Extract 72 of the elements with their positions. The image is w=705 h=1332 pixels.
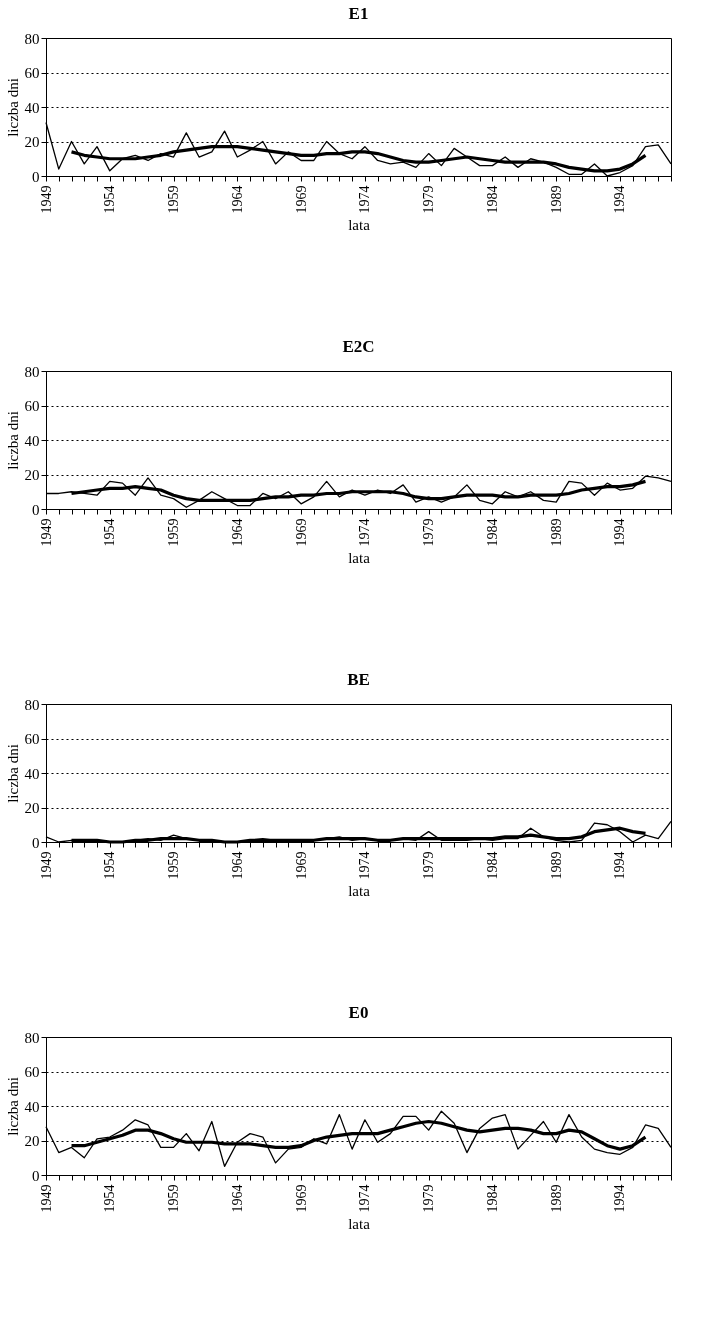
chart-title: BE (347, 670, 370, 689)
y-tick-label: 60 (24, 1064, 40, 1080)
y-tick-label: 20 (24, 134, 40, 150)
x-tick-label: 1959 (166, 518, 182, 547)
y-tick-label: 40 (24, 1098, 40, 1115)
x-tick-label: 1969 (293, 851, 309, 880)
x-tick-label: 1984 (484, 851, 500, 880)
x-tick-label: 1989 (548, 185, 564, 214)
y-tick-label: 20 (24, 467, 40, 483)
x-tick-label: 1974 (357, 851, 373, 880)
x-axis-title: lata (348, 549, 371, 566)
x-tick-label: 1994 (612, 1184, 628, 1213)
y-tick-label: 80 (24, 363, 40, 380)
y-tick-label: 20 (24, 1133, 40, 1149)
x-tick-label: 1964 (229, 518, 245, 547)
x-tick-label: 1979 (421, 1184, 437, 1213)
y-tick-label: 20 (24, 800, 40, 816)
x-tick-label: 1994 (612, 851, 628, 880)
x-tick-label: 1959 (166, 185, 182, 214)
y-tick-label: 0 (32, 1167, 40, 1184)
y-tick-label: 60 (24, 731, 40, 747)
x-axis-title: lata (348, 882, 371, 899)
y-tick-label: 60 (24, 398, 40, 414)
y-tick-label: 80 (24, 30, 40, 47)
y-tick-label: 40 (24, 432, 40, 449)
y-tick-label: 80 (24, 696, 40, 713)
x-tick-label: 1979 (421, 851, 437, 880)
x-tick-label: 1954 (102, 851, 118, 880)
y-tick-label: 0 (32, 168, 40, 185)
x-axis-title: lata (348, 216, 371, 233)
x-tick-label: 1979 (421, 518, 437, 547)
x-tick-label: 1949 (38, 518, 54, 547)
chart-title: E0 (348, 1003, 369, 1022)
x-tick-label: 1959 (166, 851, 182, 880)
y-tick-label: 60 (24, 65, 40, 81)
x-tick-label: 1969 (293, 518, 309, 547)
x-tick-label: 1984 (484, 518, 500, 547)
y-axis-title: liczba dni (4, 1077, 21, 1136)
x-tick-label: 1989 (548, 851, 564, 880)
x-tick-label: 1954 (102, 185, 118, 214)
chart-title: E1 (348, 4, 369, 23)
x-tick-label: 1949 (38, 185, 54, 214)
y-tick-label: 40 (24, 765, 40, 782)
x-tick-label: 1969 (293, 1184, 309, 1213)
x-tick-label: 1949 (38, 1184, 54, 1213)
x-tick-label: 1974 (357, 518, 373, 547)
y-axis-title: liczba dni (4, 744, 21, 803)
x-axis-title: lata (348, 1215, 371, 1232)
x-tick-label: 1964 (229, 851, 245, 880)
x-tick-label: 1949 (38, 851, 54, 880)
x-tick-label: 1994 (612, 518, 628, 547)
x-tick-label: 1974 (357, 1184, 373, 1213)
x-tick-label: 1979 (421, 185, 437, 214)
y-axis-title: liczba dni (4, 411, 21, 470)
chart-title: E2C (342, 337, 375, 356)
x-tick-label: 1994 (612, 185, 628, 214)
x-tick-label: 1984 (484, 185, 500, 214)
y-tick-label: 40 (24, 99, 40, 116)
y-tick-label: 80 (24, 1029, 40, 1046)
x-tick-label: 1954 (102, 1184, 118, 1213)
x-tick-label: 1964 (229, 1184, 245, 1213)
x-tick-label: 1959 (166, 1184, 182, 1213)
x-tick-label: 1984 (484, 1184, 500, 1213)
y-axis-title: liczba dni (4, 78, 21, 137)
x-tick-label: 1989 (548, 1184, 564, 1213)
y-tick-label: 0 (32, 501, 40, 518)
x-tick-label: 1954 (102, 518, 118, 547)
y-tick-label: 0 (32, 834, 40, 851)
x-tick-label: 1964 (229, 185, 245, 214)
x-tick-label: 1989 (548, 518, 564, 547)
x-tick-label: 1969 (293, 185, 309, 214)
x-tick-label: 1974 (357, 185, 373, 214)
